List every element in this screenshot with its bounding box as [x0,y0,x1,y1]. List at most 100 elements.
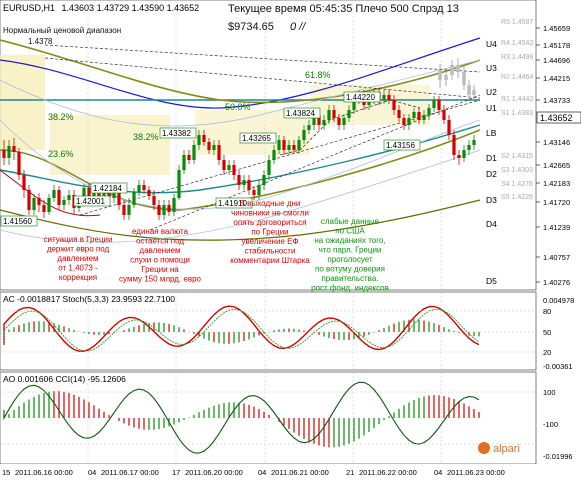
annotation-line: чиновники не смогли [231,209,309,218]
band-level-label: U2 [486,87,497,97]
annotation-line: комментарии Штарка [230,256,310,265]
ac-scale-tick: 50 [543,328,551,337]
price-scale-tick: 1.44696 [543,56,570,65]
annotation-line: В выходные дни [240,199,301,208]
indicator-curves [0,37,481,243]
fibo-label: 23.6% [48,149,74,159]
current-price-tag [536,111,581,124]
annotation-line: давлением [57,254,98,263]
alpari-logo: alpari [478,442,520,455]
level-labels: R5 1.4587 R4 1.4542 R3 1.4499 R2 1.4464 R1 1… [486,19,533,286]
time-axis-tick: 04 [434,468,442,477]
pivot-level-label: R1 1.4442 [501,96,533,103]
annotation-line: правительства. [321,274,378,283]
band-level-label: D3 [486,195,497,205]
ao-cci-panel [0,381,536,454]
pivot-level-label: S1 1.4383 [501,110,533,117]
band-level-label: D5 [486,276,497,286]
price-box-label: 1.43824 [286,109,315,118]
annotation-line: увеличение ЕФ [241,237,298,246]
annotation-line: по Греции [251,228,288,237]
price-box-label: 1.43156 [386,141,415,150]
time-axis-tick: 17 [172,468,180,477]
svg-text:alpari: alpari [493,443,520,455]
ac-scale: 0.004978 80 50 20 -0.00361 [543,296,574,371]
price-box-label: 1.43265 [242,134,271,143]
pivot-level-label: S3 1.4303 [501,167,533,174]
annotation-line: держит евро под [47,245,110,254]
annotation-line: Греции на [141,265,179,274]
band-level-label: D1 [486,153,497,163]
current-price-value: 1.43652 [540,113,573,123]
fibo-label: 38.2% [48,112,74,122]
ac-scale-tick: 20 [543,348,551,357]
annotation-line: рост фонд. индексов [311,284,389,293]
pivot-level-label: R4 1.4542 [501,40,533,47]
band-level-label: D4 [486,219,497,229]
annotation-line: по вотуму доверия [315,265,385,274]
ac-scale-tick: -0.00361 [543,362,573,371]
annotation-line: стабильности [245,247,296,256]
ao-scale: 100 -100 -0.01996 [543,388,573,461]
annotation-line: от 1,4073 - [58,264,98,273]
band-level-label: LB [486,128,497,138]
pivot-level-label: R3 1.4499 [501,54,533,61]
annotation-line: проголосует [327,255,373,264]
price-scale-tick: 1.40757 [543,253,570,262]
price-scale-tick: 1.41239 [543,223,570,232]
ac-scale-tick: 0.004978 [543,296,574,305]
time-axis: 15 2011.06.16 00:00 04 2011.06.17 00:00 17 20… [2,468,505,477]
price-scale-tick: 1.45178 [543,41,570,50]
annotation-line: сумму 150 млрд. евро [119,275,201,284]
pivot-level-label: S4 1.4276 [501,181,533,188]
price-box-label: 1.42184 [93,184,122,193]
time-axis-tick: 2011.06.16 00:00 [15,468,73,477]
profit: 0 // [290,21,306,33]
server-time: Текущее время 05:45:35 Плечо 500 Спрэд 1… [228,3,459,15]
time-axis-tick: 21 [346,468,354,477]
fibo-label: 50.0% [225,102,251,112]
price-box-label: 1.41560 [3,217,32,226]
forecast-candles [438,58,476,100]
time-axis-tick: 2011.06.23 00:00 [447,468,505,477]
pivot-level-label: S5 1.4226 [501,194,533,201]
price-scale: 1.45659 1.45178 1.44696 1.44215 1.43733 1.431… [536,24,570,287]
price-scale-tick: 1.40276 [543,278,570,287]
band-level-label: U1 [486,103,497,113]
fibo-label: 61.8% [305,70,331,80]
pivot-level-label: R2 1.4464 [501,74,533,81]
channel-value: 1.4378 [28,37,53,46]
fibo-labels: 61.8% 50.0% 38.2% 38.2% 23.6% [48,70,331,159]
annotation-line: остается под [136,237,184,246]
price-box-label: 1.44220 [346,93,375,102]
price-scale-tick: 1.43733 [543,96,570,105]
annotation-line: слабые данные [321,217,380,226]
time-axis-tick: 2011.06.21 00:00 [271,468,329,477]
ao-scale-tick: 100 [543,388,556,397]
ao-scale-tick: -0.01996 [543,452,573,461]
ao-scale-tick: -100 [543,420,558,429]
balance: $9734.65 [228,21,274,33]
annotation-line: единая валюта [132,227,189,236]
pivot-level-label: R5 1.4587 [501,19,533,26]
price-box-label: 1.41910 [218,199,247,208]
channel-label: Нормальный ценовой диапазон [3,26,121,35]
annotation-line: коррекция [59,273,97,282]
price-scale-tick: 1.42665 [543,161,570,170]
time-axis-tick: 2011.06.17 00:00 [101,468,159,477]
annotation-line: на ожиданиях того, [314,236,385,245]
fibo-label: 38.2% [133,132,159,142]
pivot-level-label: S2 1.4315 [501,153,533,160]
ac-scale-tick: 80 [543,307,551,316]
price-boxes: 1.43382 1.43265 1.43824 1.44220 1.43156 1.419… [0,91,421,227]
band-level-label: D2 [486,169,497,179]
price-scale-tick: 1.42183 [543,179,570,188]
price-scale-tick: 1.44215 [543,74,570,83]
price-scale-tick: 1.45659 [543,24,570,33]
time-axis-tick: 15 [2,468,10,477]
time-axis-tick: 2011.06.20 00:00 [185,468,243,477]
annotation-line: по США [335,227,365,236]
price-box-label: 1.42001 [76,197,105,206]
